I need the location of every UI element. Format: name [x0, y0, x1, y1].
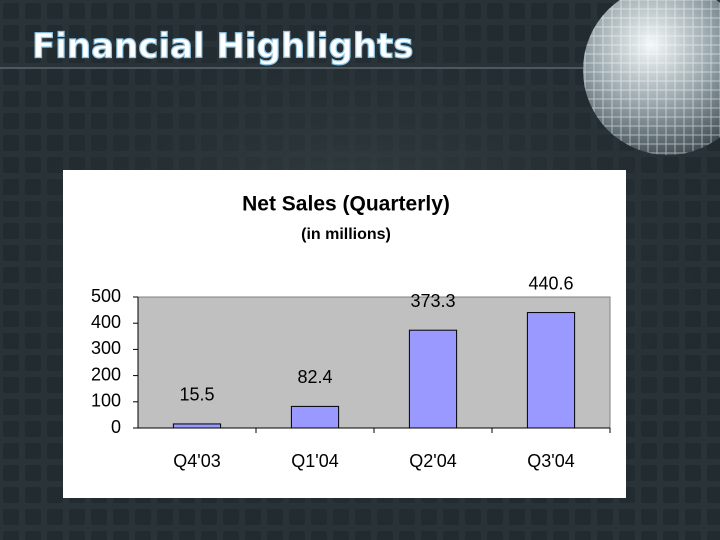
x-tick-label: Q4'03: [173, 451, 220, 471]
bar: [172, 423, 222, 429]
y-tick-label: 400: [91, 312, 121, 332]
x-tick-label: Q3'04: [527, 451, 574, 471]
y-tick-label: 0: [111, 417, 121, 437]
globe-grid: [583, 0, 720, 155]
x-tick-label: Q2'04: [409, 451, 456, 471]
y-tick-label: 300: [91, 338, 121, 358]
chart: 0 100 200 300 400 500 Q4'03 15.5 Q1'04 82.4 Q2'04 3…: [91, 273, 611, 471]
x-tick-label: Q1'04: [291, 451, 338, 471]
bar: [290, 405, 340, 429]
value-label: 15.5: [179, 385, 214, 405]
slide-title: Financial Highlights: [32, 27, 413, 67]
value-label: 440.6: [528, 273, 573, 293]
chart-subtitle: (in millions): [301, 226, 391, 243]
chart-title: Net Sales (Quarterly): [242, 193, 450, 216]
value-label: 82.4: [297, 367, 332, 387]
value-label: 373.3: [410, 291, 455, 311]
y-tick-label: 100: [91, 391, 121, 411]
bar: [526, 312, 576, 429]
y-tick-label: 500: [91, 286, 121, 306]
y-tick-label: 200: [91, 364, 121, 384]
bar: [408, 329, 458, 429]
